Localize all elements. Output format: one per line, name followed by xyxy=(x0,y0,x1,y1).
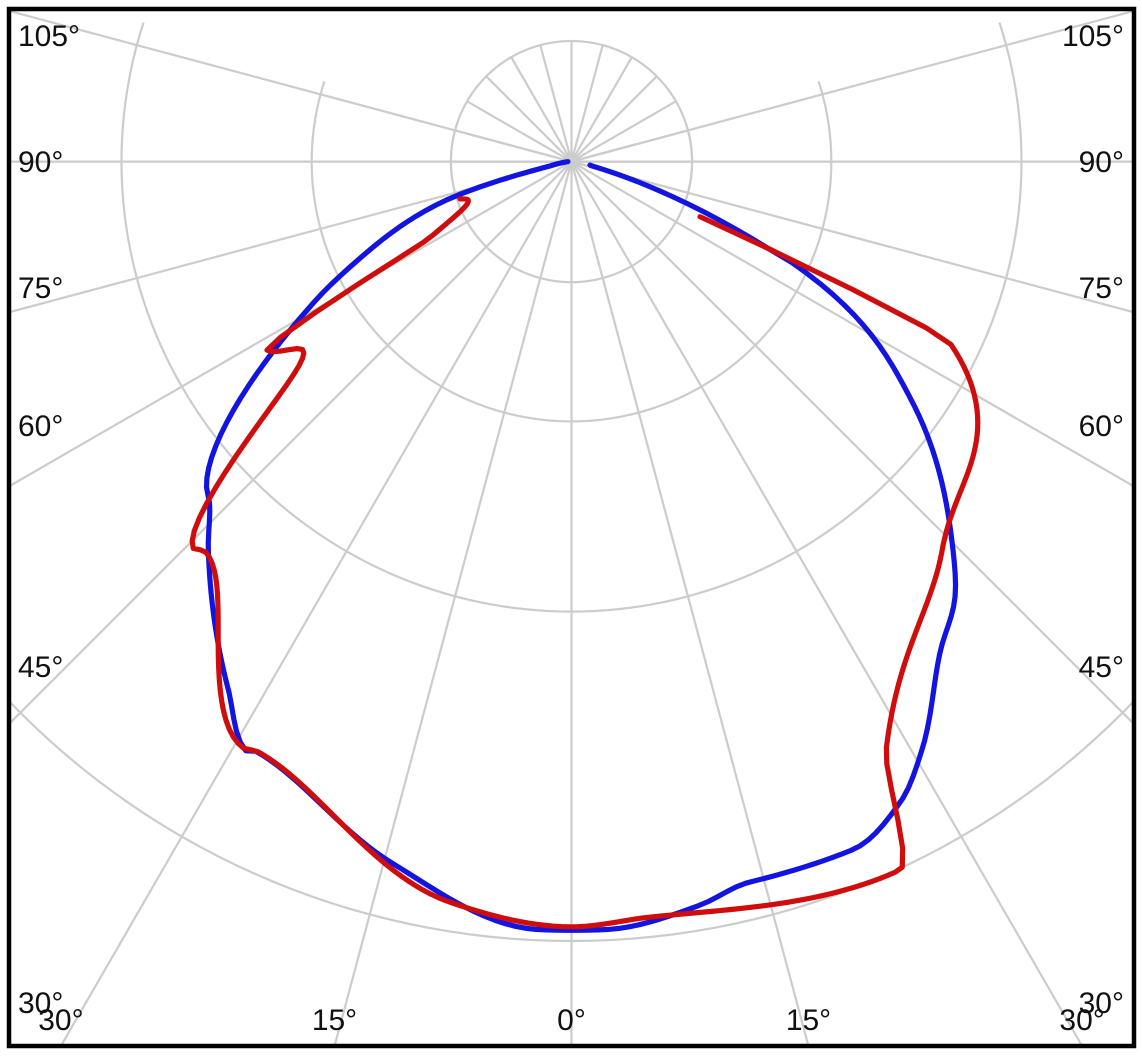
svg-text:15°: 15° xyxy=(786,1004,831,1037)
svg-text:90°: 90° xyxy=(18,146,63,179)
svg-text:90°: 90° xyxy=(1079,146,1124,179)
svg-text:0°: 0° xyxy=(557,1004,586,1037)
svg-text:60°: 60° xyxy=(18,410,63,443)
svg-text:30°: 30° xyxy=(1059,1004,1104,1037)
svg-text:105°: 105° xyxy=(18,20,80,53)
svg-text:60°: 60° xyxy=(1079,410,1124,443)
svg-text:15°: 15° xyxy=(312,1004,357,1037)
svg-text:75°: 75° xyxy=(18,272,63,305)
svg-text:45°: 45° xyxy=(1079,651,1124,684)
svg-text:75°: 75° xyxy=(1079,272,1124,305)
svg-text:105°: 105° xyxy=(1062,20,1124,53)
svg-text:45°: 45° xyxy=(18,651,63,684)
svg-text:30°: 30° xyxy=(38,1004,83,1037)
